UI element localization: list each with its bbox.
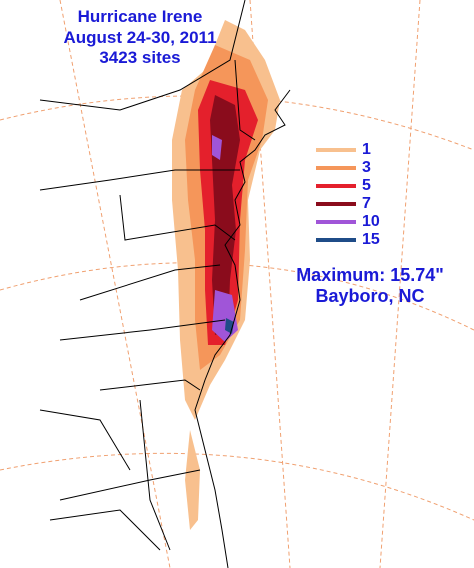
maximum-value: Maximum: 15.74" [296,265,444,285]
title-line: 3423 sites [99,48,180,67]
title: Hurricane Irene August 24-30, 2011 3423 … [63,7,216,67]
legend-label: 5 [362,177,371,194]
legend-label: 1 [362,141,371,158]
legend-label: 7 [362,195,371,212]
title-line: Hurricane Irene [78,7,203,26]
legend-label: 15 [362,231,380,248]
legend-label: 10 [362,213,380,230]
boundaries [39,0,291,568]
legend-label: 3 [362,159,371,176]
title-line: August 24-30, 2011 [63,28,216,47]
rain-swath [172,20,280,530]
maximum-location: Bayboro, NC [315,286,424,306]
